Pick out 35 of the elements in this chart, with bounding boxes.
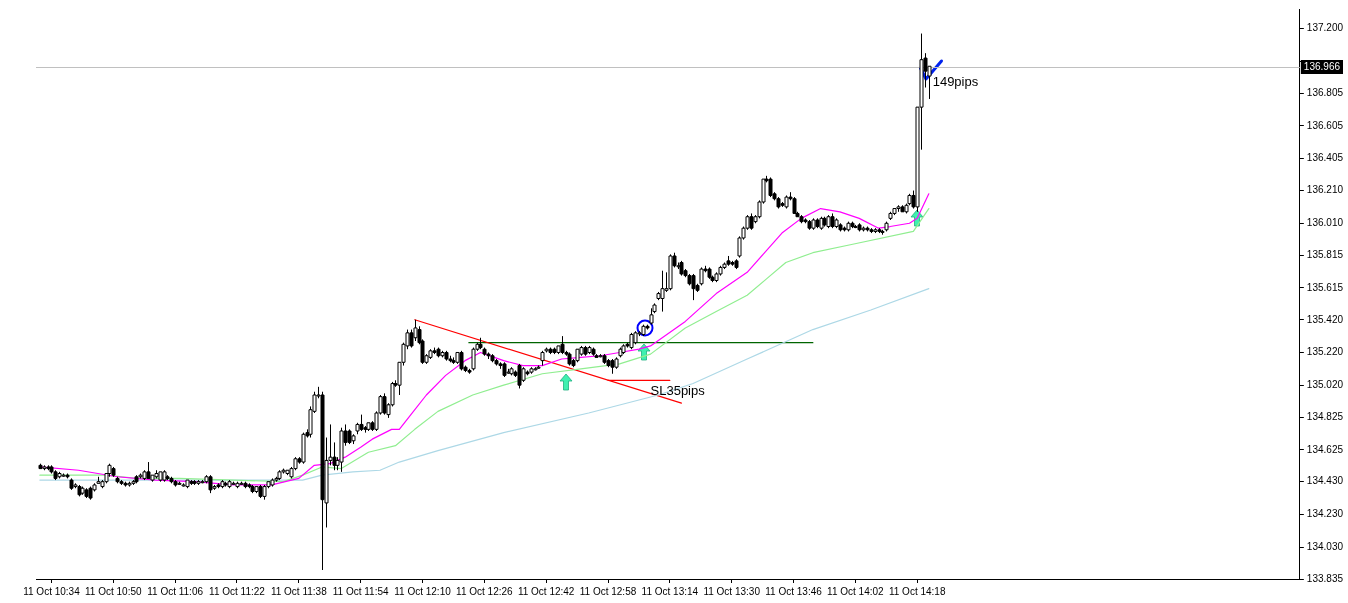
y-tick-label: 137.200: [1306, 22, 1344, 34]
y-tick-label: 135.020: [1306, 378, 1344, 390]
y-tick-label: 136.210: [1306, 184, 1344, 196]
x-tick-label: 11 Oct 13:30: [703, 585, 761, 597]
x-tick-label: 11 Oct 12:26: [456, 585, 514, 597]
y-tick-label: 136.010: [1306, 217, 1344, 229]
y-tick-label: 136.405: [1306, 152, 1344, 164]
x-tick-label: 11 Oct 10:34: [23, 585, 81, 597]
x-tick-label: 11 Oct 11:22: [209, 585, 266, 597]
annotation: SL35pips: [650, 383, 706, 399]
x-tick-label: 11 Oct 10:50: [85, 585, 142, 597]
x-tick-label: 11 Oct 14:02: [827, 585, 885, 597]
y-tick-label: 134.230: [1306, 508, 1344, 520]
x-tick-label: 11 Oct 14:18: [888, 585, 946, 597]
y-tick-label: 133.835: [1306, 572, 1344, 584]
x-tick-label: 11 Oct 11:54: [332, 585, 389, 597]
x-tick-label: 11 Oct 12:58: [579, 585, 637, 597]
x-tick-label: 11 Oct 13:14: [641, 585, 699, 597]
y-tick-label: 134.825: [1306, 410, 1344, 422]
y-tick-label: 134.430: [1306, 475, 1344, 487]
x-tick-label: 11 Oct 12:10: [394, 585, 452, 597]
ref-line-label: 136.966: [1303, 60, 1341, 72]
x-tick-label: 11 Oct 11:38: [270, 585, 328, 597]
y-tick-label: 135.420: [1306, 313, 1344, 325]
x-tick-label: 11 Oct 12:42: [517, 585, 575, 597]
annotation: 149pips: [932, 74, 979, 90]
y-tick-label: 134.030: [1306, 540, 1344, 552]
y-tick-label: 135.615: [1306, 281, 1344, 293]
y-tick-label: 136.605: [1306, 119, 1344, 131]
y-tick-label: 135.815: [1306, 248, 1344, 260]
y-tick-label: 135.220: [1306, 346, 1344, 358]
y-tick-label: 134.625: [1306, 443, 1344, 455]
x-tick-label: 11 Oct 13:46: [765, 585, 823, 597]
y-tick-label: 136.805: [1306, 86, 1344, 98]
x-tick-label: 11 Oct 11:06: [147, 585, 204, 597]
